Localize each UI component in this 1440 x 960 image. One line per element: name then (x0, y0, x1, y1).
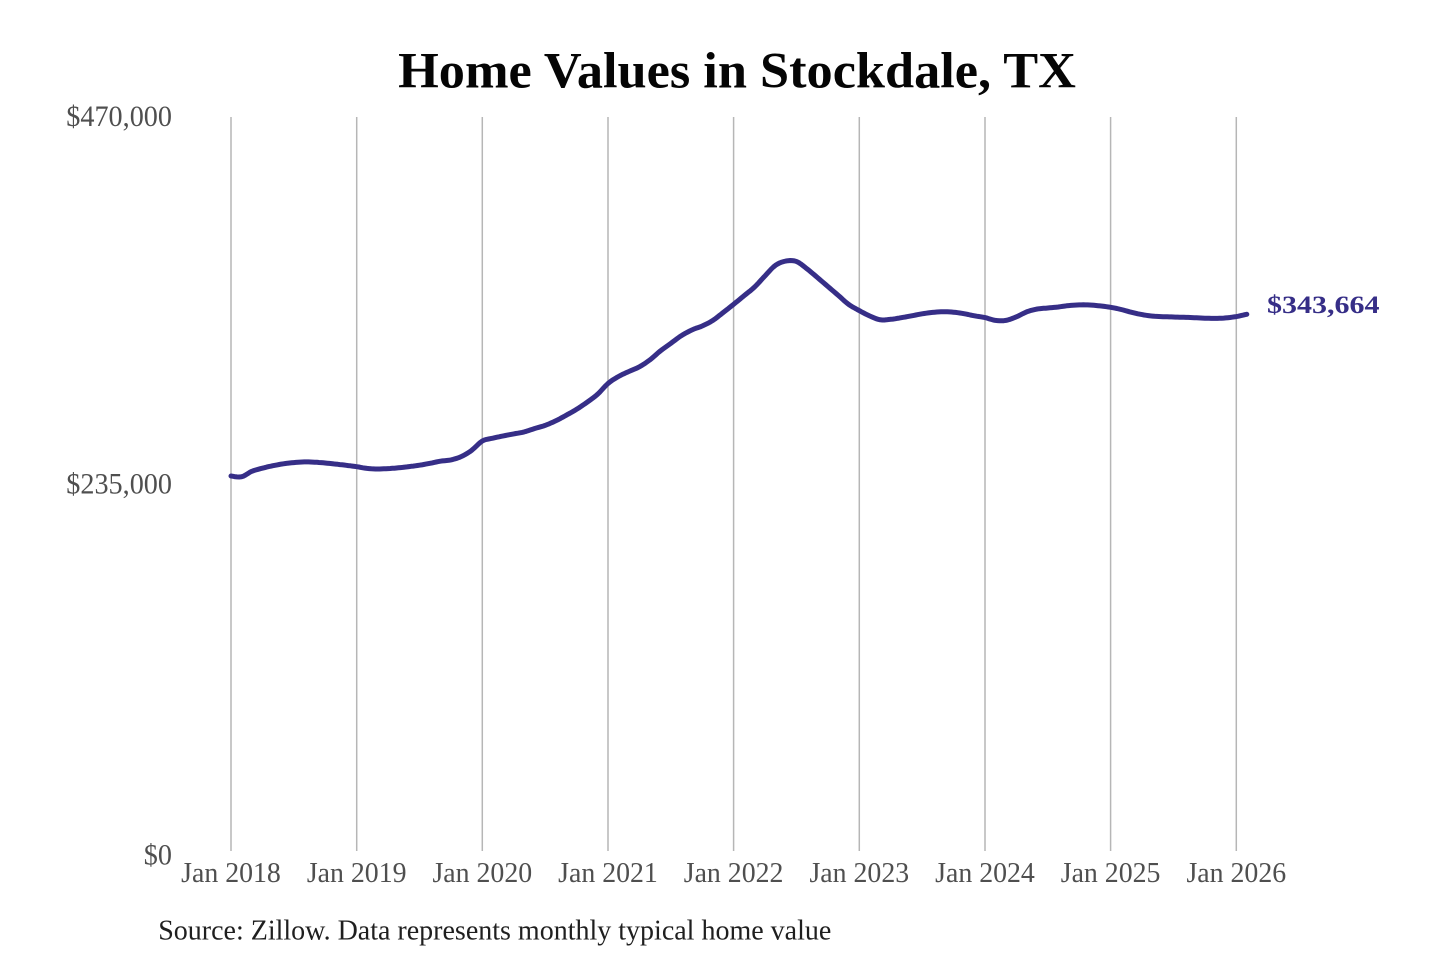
svg-text:Jan 2024: Jan 2024 (935, 857, 1035, 889)
svg-text:$470,000: $470,000 (66, 100, 172, 133)
svg-text:Jan 2019: Jan 2019 (307, 857, 407, 889)
svg-text:Jan 2020: Jan 2020 (432, 857, 532, 889)
svg-text:Jan 2026: Jan 2026 (1186, 857, 1286, 889)
svg-text:Jan 2021: Jan 2021 (558, 857, 658, 889)
svg-text:Jan 2018: Jan 2018 (181, 857, 281, 889)
svg-text:Jan 2025: Jan 2025 (1061, 857, 1161, 889)
svg-text:$343,664: $343,664 (1267, 290, 1380, 318)
svg-text:Home Values in Stockdale, TX: Home Values in Stockdale, TX (398, 43, 1076, 99)
svg-text:Jan 2023: Jan 2023 (809, 857, 909, 889)
svg-text:Jan 2022: Jan 2022 (684, 857, 784, 889)
svg-text:$235,000: $235,000 (66, 468, 172, 501)
svg-text:$0: $0 (144, 839, 172, 872)
svg-text:Source: Zillow. Data represent: Source: Zillow. Data represents monthly … (158, 915, 831, 946)
